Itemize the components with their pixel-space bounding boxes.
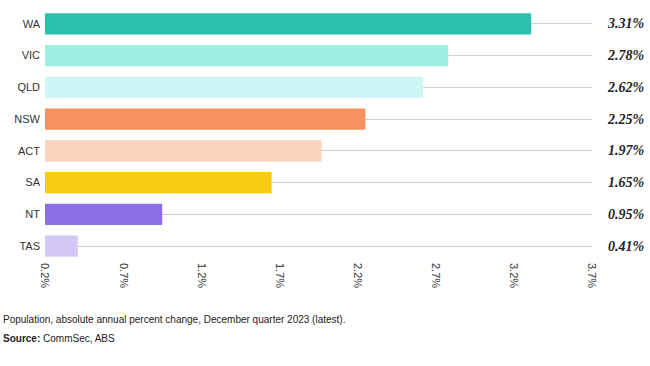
svg-text:QLD: QLD [17, 81, 40, 93]
svg-text:1.2%: 1.2% [196, 263, 208, 288]
svg-text:NT: NT [25, 208, 40, 220]
svg-text:2.2%: 2.2% [352, 263, 364, 288]
svg-text:3.2%: 3.2% [508, 263, 520, 288]
svg-text:0.7%: 0.7% [118, 263, 130, 288]
svg-text:2.62%: 2.62% [607, 80, 644, 95]
svg-text:VIC: VIC [22, 49, 40, 61]
svg-text:2.78%: 2.78% [607, 48, 644, 63]
svg-text:NSW: NSW [14, 113, 40, 125]
svg-text:0.41%: 0.41% [608, 239, 644, 254]
svg-text:0.2%: 0.2% [39, 263, 51, 288]
svg-text:SA: SA [25, 176, 40, 188]
svg-text:Population, absolute annual pe: Population, absolute annual percent chan… [3, 314, 345, 325]
svg-text:2.25%: 2.25% [607, 112, 644, 127]
svg-text:1.7%: 1.7% [274, 263, 286, 288]
svg-text:1.65%: 1.65% [608, 175, 644, 190]
svg-text:3.31%: 3.31% [607, 16, 644, 31]
svg-text:3.7%: 3.7% [586, 263, 598, 288]
svg-text:1.97%: 1.97% [608, 143, 644, 158]
svg-text:TAS: TAS [19, 240, 40, 252]
svg-text:Source: CommSec, ABS: Source: CommSec, ABS [3, 333, 115, 344]
svg-text:2.7%: 2.7% [430, 263, 442, 288]
svg-text:WA: WA [23, 18, 41, 30]
svg-text:ACT: ACT [18, 145, 40, 157]
svg-text:0.95%: 0.95% [608, 207, 644, 222]
